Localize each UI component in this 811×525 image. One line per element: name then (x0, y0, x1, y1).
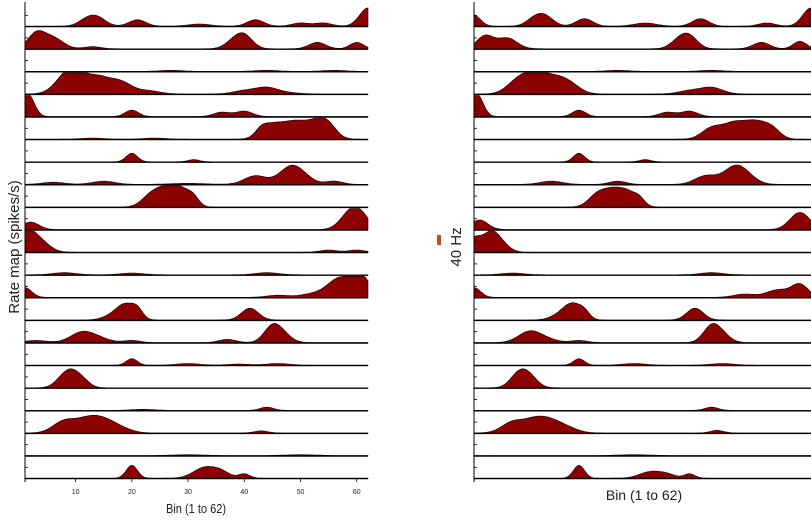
left-x-tick-label-10: 10 (72, 489, 80, 496)
left-rate-row-1 (24, 7, 369, 27)
left-panel: 10 20 30 40 50 60 Rate map (spikes/s) Bin (1 … (6, 2, 369, 516)
left-rate-row-2 (24, 30, 369, 50)
left-x-tick-label-50: 50 (297, 489, 305, 496)
left-rate-row-19 (24, 415, 369, 434)
right-rate-row-15 (473, 323, 811, 344)
right-rate-row-17 (473, 368, 811, 389)
left-rate-row-13 (24, 276, 369, 299)
right-rate-row-11 (473, 230, 811, 253)
right-rate-row-6 (473, 119, 811, 140)
scale-bar-label: 40 Hz (448, 227, 465, 266)
left-x-tick-label-60: 60 (353, 489, 361, 496)
left-rate-row-11 (24, 230, 369, 253)
right-rate-row-1 (473, 7, 811, 27)
right-panel: 40 Hz Bin (1 to 62) (437, 2, 811, 503)
left-x-tick-label-40: 40 (240, 489, 248, 496)
right-rate-row-8 (473, 164, 811, 186)
right-rate-row-2 (473, 32, 811, 50)
right-rate-row-21 (473, 464, 811, 479)
left-x-axis-label: Bin (1 to 62) (166, 501, 226, 516)
left-x-tick-label-30: 30 (184, 489, 192, 496)
left-rate-row-4 (24, 72, 369, 95)
left-rate-row-15 (24, 323, 369, 344)
left-rate-row-8 (24, 164, 369, 186)
right-rate-row-9 (473, 186, 811, 208)
left-rate-row-14 (24, 302, 369, 321)
left-rate-row-7 (24, 152, 369, 163)
right-rate-row-19 (473, 415, 811, 434)
right-rate-row-10 (473, 212, 811, 231)
left-rate-row-9 (24, 185, 369, 208)
right-rate-row-14 (473, 302, 811, 321)
left-x-tick-label-20: 20 (128, 489, 136, 496)
scale-bar (437, 235, 441, 245)
left-rate-row-16 (24, 358, 369, 366)
left-y-axis-label: Rate map (spikes/s) (6, 180, 23, 313)
left-rate-row-10 (24, 208, 369, 231)
left-rate-row-21 (24, 464, 369, 479)
right-rate-row-13 (473, 283, 811, 299)
right-rate-row-4 (473, 72, 811, 95)
left-rate-row-17 (24, 368, 369, 389)
right-rate-row-16 (473, 358, 811, 366)
left-rate-row-5 (24, 95, 369, 118)
right-rate-row-7 (473, 152, 811, 163)
left-rate-row-6 (24, 117, 369, 140)
right-x-axis-label: Bin (1 to 62) (606, 487, 682, 503)
right-rate-row-5 (473, 95, 811, 118)
